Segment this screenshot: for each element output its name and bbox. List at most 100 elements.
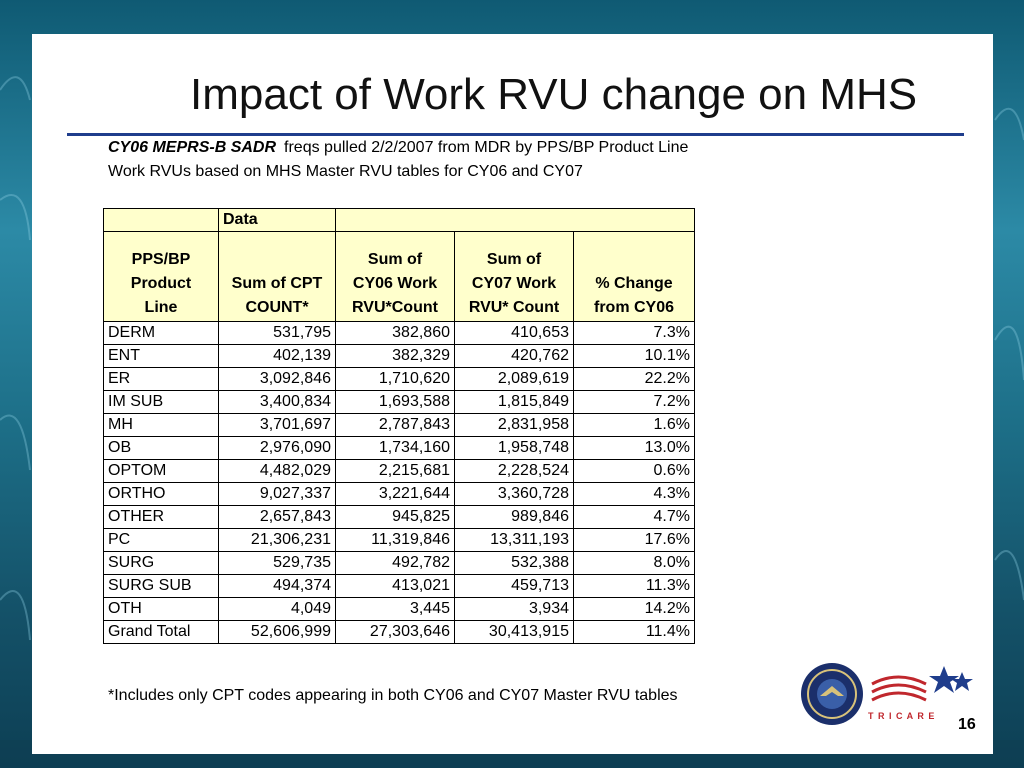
page-number: 16 bbox=[958, 716, 976, 733]
header-blank-span bbox=[335, 208, 695, 232]
product-line-cell: SURG bbox=[103, 551, 219, 575]
slide-title: Impact of Work RVU change on MHS bbox=[190, 70, 918, 119]
cy07-rvu-cell: 30,413,915 bbox=[454, 620, 574, 644]
cy06-rvu-cell: 945,825 bbox=[335, 505, 455, 529]
product-line-cell: ER bbox=[103, 367, 219, 391]
cy07-rvu-cell: 459,713 bbox=[454, 574, 574, 598]
cpt-count-cell: 52,606,999 bbox=[218, 620, 336, 644]
col-header-cy06-rvu: Sum of CY06 Work RVU*Count bbox=[335, 231, 455, 322]
basis-note: Work RVUs based on MHS Master RVU tables… bbox=[108, 163, 583, 180]
pct-change-cell: 8.0% bbox=[573, 551, 695, 575]
cy06-rvu-cell: 413,021 bbox=[335, 574, 455, 598]
product-line-cell: ORTHO bbox=[103, 482, 219, 506]
cy07-rvu-cell: 13,311,193 bbox=[454, 528, 574, 552]
cpt-count-cell: 402,139 bbox=[218, 344, 336, 368]
pct-change-cell: 0.6% bbox=[573, 459, 695, 483]
product-line-cell: ENT bbox=[103, 344, 219, 368]
table-row: MH 3,701,697 2,787,843 2,831,958 1.6% bbox=[103, 413, 695, 437]
cy06-rvu-cell: 3,221,644 bbox=[335, 482, 455, 506]
product-line-cell: OTH bbox=[103, 597, 219, 621]
source-dataset: CY06 MEPRS-B SADR bbox=[108, 139, 277, 156]
cpt-count-cell: 529,735 bbox=[218, 551, 336, 575]
table-row: SURG 529,735 492,782 532,388 8.0% bbox=[103, 551, 695, 575]
cy07-rvu-cell: 1,958,748 bbox=[454, 436, 574, 460]
cpt-count-cell: 3,092,846 bbox=[218, 367, 336, 391]
cpt-count-cell: 3,701,697 bbox=[218, 413, 336, 437]
cy06-rvu-cell: 2,215,681 bbox=[335, 459, 455, 483]
header-blank-cell bbox=[103, 208, 219, 232]
cpt-count-cell: 21,306,231 bbox=[218, 528, 336, 552]
pct-change-cell: 11.4% bbox=[573, 620, 695, 644]
col-header-product-line: PPS/BP Product Line bbox=[103, 231, 219, 322]
cpt-count-cell: 531,795 bbox=[218, 321, 336, 345]
product-line-cell: OTHER bbox=[103, 505, 219, 529]
cy06-rvu-cell: 382,329 bbox=[335, 344, 455, 368]
cpt-count-cell: 4,482,029 bbox=[218, 459, 336, 483]
cy06-rvu-cell: 492,782 bbox=[335, 551, 455, 575]
cy07-rvu-cell: 3,360,728 bbox=[454, 482, 574, 506]
pct-change-cell: 4.3% bbox=[573, 482, 695, 506]
cy06-rvu-cell: 2,787,843 bbox=[335, 413, 455, 437]
cpt-count-cell: 494,374 bbox=[218, 574, 336, 598]
cy07-rvu-cell: 2,228,524 bbox=[454, 459, 574, 483]
product-line-cell: MH bbox=[103, 413, 219, 437]
col-header-cy07-rvu: Sum of CY07 Work RVU* Count bbox=[454, 231, 574, 322]
table-row: ENT 402,139 382,329 420,762 10.1% bbox=[103, 344, 695, 368]
table-row: IM SUB 3,400,834 1,693,588 1,815,849 7.2% bbox=[103, 390, 695, 414]
tricare-logo: T R I C A R E bbox=[868, 662, 978, 722]
pct-change-cell: 1.6% bbox=[573, 413, 695, 437]
table-row: OPTOM 4,482,029 2,215,681 2,228,524 0.6% bbox=[103, 459, 695, 483]
cpt-count-cell: 3,400,834 bbox=[218, 390, 336, 414]
pct-change-cell: 13.0% bbox=[573, 436, 695, 460]
footnote: *Includes only CPT codes appearing in bo… bbox=[108, 687, 678, 704]
product-line-cell: PC bbox=[103, 528, 219, 552]
table-row: OTH 4,049 3,445 3,934 14.2% bbox=[103, 597, 695, 621]
pct-change-cell: 22.2% bbox=[573, 367, 695, 391]
column-header-row: PPS/BP Product Line Sum of CPT COUNT* Su… bbox=[103, 231, 695, 322]
cpt-count-cell: 2,657,843 bbox=[218, 505, 336, 529]
tricare-wordmark: T R I C A R E bbox=[868, 711, 936, 721]
cpt-count-cell: 4,049 bbox=[218, 597, 336, 621]
cy07-rvu-cell: 532,388 bbox=[454, 551, 574, 575]
cy07-rvu-cell: 410,653 bbox=[454, 321, 574, 345]
table-row: ORTHO 9,027,337 3,221,644 3,360,728 4.3% bbox=[103, 482, 695, 506]
cy07-rvu-cell: 420,762 bbox=[454, 344, 574, 368]
dod-seal-icon bbox=[801, 663, 863, 725]
col-header-cpt-count: Sum of CPT COUNT* bbox=[218, 231, 336, 322]
table-row: PC 21,306,231 11,319,846 13,311,193 17.6% bbox=[103, 528, 695, 552]
product-line-cell: OPTOM bbox=[103, 459, 219, 483]
pct-change-cell: 17.6% bbox=[573, 528, 695, 552]
product-line-cell: OB bbox=[103, 436, 219, 460]
table-row: OTHER 2,657,843 945,825 989,846 4.7% bbox=[103, 505, 695, 529]
pivot-header-row: Data bbox=[103, 208, 695, 232]
source-note: CY06 MEPRS-B SADR freqs pulled 2/2/2007 f… bbox=[108, 139, 688, 157]
table-row: ER 3,092,846 1,710,620 2,089,619 22.2% bbox=[103, 367, 695, 391]
col-header-pct-change: % Change from CY06 bbox=[573, 231, 695, 322]
cy06-rvu-cell: 382,860 bbox=[335, 321, 455, 345]
product-line-cell: Grand Total bbox=[103, 620, 219, 644]
cy07-rvu-cell: 989,846 bbox=[454, 505, 574, 529]
title-divider bbox=[67, 133, 964, 136]
product-line-cell: IM SUB bbox=[103, 390, 219, 414]
cy06-rvu-cell: 11,319,846 bbox=[335, 528, 455, 552]
pct-change-cell: 11.3% bbox=[573, 574, 695, 598]
cy06-rvu-cell: 3,445 bbox=[335, 597, 455, 621]
cy06-rvu-cell: 1,710,620 bbox=[335, 367, 455, 391]
cpt-count-cell: 2,976,090 bbox=[218, 436, 336, 460]
table-row: DERM 531,795 382,860 410,653 7.3% bbox=[103, 321, 695, 345]
product-line-cell: DERM bbox=[103, 321, 219, 345]
table-row: SURG SUB 494,374 413,021 459,713 11.3% bbox=[103, 574, 695, 598]
pct-change-cell: 7.3% bbox=[573, 321, 695, 345]
pct-change-cell: 7.2% bbox=[573, 390, 695, 414]
product-line-cell: SURG SUB bbox=[103, 574, 219, 598]
cy07-rvu-cell: 3,934 bbox=[454, 597, 574, 621]
tricare-flag-icon bbox=[871, 666, 973, 702]
cy07-rvu-cell: 2,089,619 bbox=[454, 367, 574, 391]
cy06-rvu-cell: 1,693,588 bbox=[335, 390, 455, 414]
table-row: Grand Total 52,606,999 27,303,646 30,413,91… bbox=[103, 620, 695, 644]
cpt-count-cell: 9,027,337 bbox=[218, 482, 336, 506]
table-row: OB 2,976,090 1,734,160 1,958,748 13.0% bbox=[103, 436, 695, 460]
pivot-data-label: Data bbox=[218, 208, 336, 232]
cy07-rvu-cell: 2,831,958 bbox=[454, 413, 574, 437]
table-body: DERM 531,795 382,860 410,653 7.3% ENT 402,139 3… bbox=[103, 321, 695, 644]
